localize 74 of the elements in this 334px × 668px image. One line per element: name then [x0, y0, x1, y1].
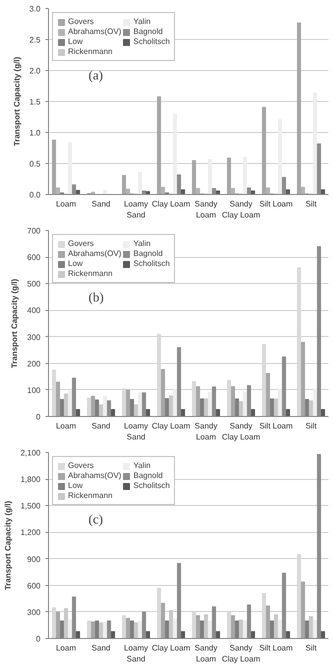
x-tick-label: Sand — [92, 422, 110, 430]
legend-label: Govers — [68, 461, 94, 470]
y-tick-label: 2.5 — [29, 36, 42, 44]
x-tick-label: Sandy Clay Loam — [222, 644, 260, 664]
x-tick-label: Silt Loam — [259, 644, 294, 652]
legend-label: Scholitsch — [133, 37, 170, 46]
x-tick-label: Silt Loam — [259, 422, 294, 430]
legend-label: Yalin — [133, 461, 152, 470]
x-tick-label: Silt Loam — [259, 200, 294, 208]
y-tick-label: 0 — [36, 412, 42, 422]
x-tick-label: Loamy Sand — [124, 422, 148, 442]
y-tick-label: 300 — [27, 332, 42, 342]
x-tick-label: Loam — [56, 644, 76, 652]
y-tick-label: 0.5 — [29, 160, 42, 168]
y-tick-label: 0.0 — [29, 190, 42, 200]
x-tick-label: Silt — [305, 200, 318, 208]
y-tick-label: 400 — [27, 306, 42, 316]
y-tick-label: 3.0 — [29, 4, 42, 14]
y-tick-label: 500 — [27, 280, 42, 289]
legend-label: Abrahams(OV) — [68, 27, 122, 36]
legend-label: Bagnold — [133, 471, 163, 480]
legend-label: Scholitsch — [133, 259, 170, 268]
y-tick-label: 1.5 — [29, 98, 42, 106]
y-axis-title: Transport Capacity (g/l) — [3, 500, 12, 590]
x-tick-label: Sandy Loam — [194, 200, 218, 220]
y-tick-label: 1,200 — [20, 528, 42, 538]
legend-label: Low — [68, 259, 84, 268]
y-tick-label: 700 — [27, 226, 42, 236]
y-tick-label: 1.0 — [29, 128, 42, 138]
legend-label: Rickenmann — [68, 491, 112, 500]
x-tick-label: Sandy Loam — [194, 422, 218, 442]
y-tick-label: 900 — [27, 554, 42, 564]
y-tick-label: 200 — [27, 359, 42, 368]
legend-label: Low — [68, 37, 84, 46]
y-tick-label: 1,800 — [20, 475, 42, 484]
y-axis-title: Transport Capacity (g/l) — [10, 278, 20, 368]
annotation: (c) — [88, 512, 103, 526]
legend-label: Bagnold — [133, 249, 163, 258]
x-tick-label: Loamy Sand — [124, 200, 148, 220]
legend-label: Rickenmann — [68, 269, 112, 278]
x-tick-label: Loam — [56, 200, 76, 208]
legend-label: Abrahams(OV) — [68, 249, 122, 258]
y-tick-label: 600 — [27, 581, 42, 590]
y-tick-label: 600 — [27, 253, 42, 262]
y-tick-label: 1,500 — [20, 502, 42, 511]
legend-label: Govers — [68, 17, 94, 26]
x-tick-label: Sandy Clay Loam — [222, 200, 260, 220]
annotation: (b) — [88, 290, 104, 304]
legend-label: Low — [68, 481, 84, 490]
x-tick-label: Loam — [56, 422, 76, 430]
legend-label: Bagnold — [133, 27, 163, 36]
legend-label: Yalin — [133, 17, 152, 26]
x-tick-label: Sand — [92, 200, 110, 208]
y-axis-title: Transport Capacity (g/l) — [12, 56, 22, 146]
x-tick-label: Loamy Sand — [124, 644, 148, 664]
x-tick-label: Sand — [92, 644, 110, 652]
y-tick-label: 2.0 — [29, 66, 42, 76]
legend-label: Scholitsch — [133, 481, 170, 490]
x-tick-label: Sandy Loam — [194, 644, 218, 664]
legend-label: Govers — [68, 239, 94, 248]
y-tick-label: 2,100 — [20, 448, 42, 458]
legend-label: Abrahams(OV) — [68, 471, 122, 480]
x-tick-label: Clay Loam — [152, 422, 190, 430]
y-tick-label: 100 — [27, 386, 42, 395]
annotation: (a) — [88, 68, 103, 82]
y-tick-label: 300 — [27, 608, 42, 617]
legend-label: Rickenmann — [68, 47, 112, 56]
x-tick-label: Silt — [305, 644, 318, 652]
x-tick-label: Clay Loam — [152, 644, 190, 652]
x-tick-label: Sandy Clay Loam — [222, 422, 260, 442]
y-tick-label: 0 — [36, 634, 42, 644]
x-tick-label: Clay Loam — [152, 200, 190, 208]
x-tick-label: Silt — [305, 422, 318, 430]
legend-label: Yalin — [133, 239, 152, 248]
